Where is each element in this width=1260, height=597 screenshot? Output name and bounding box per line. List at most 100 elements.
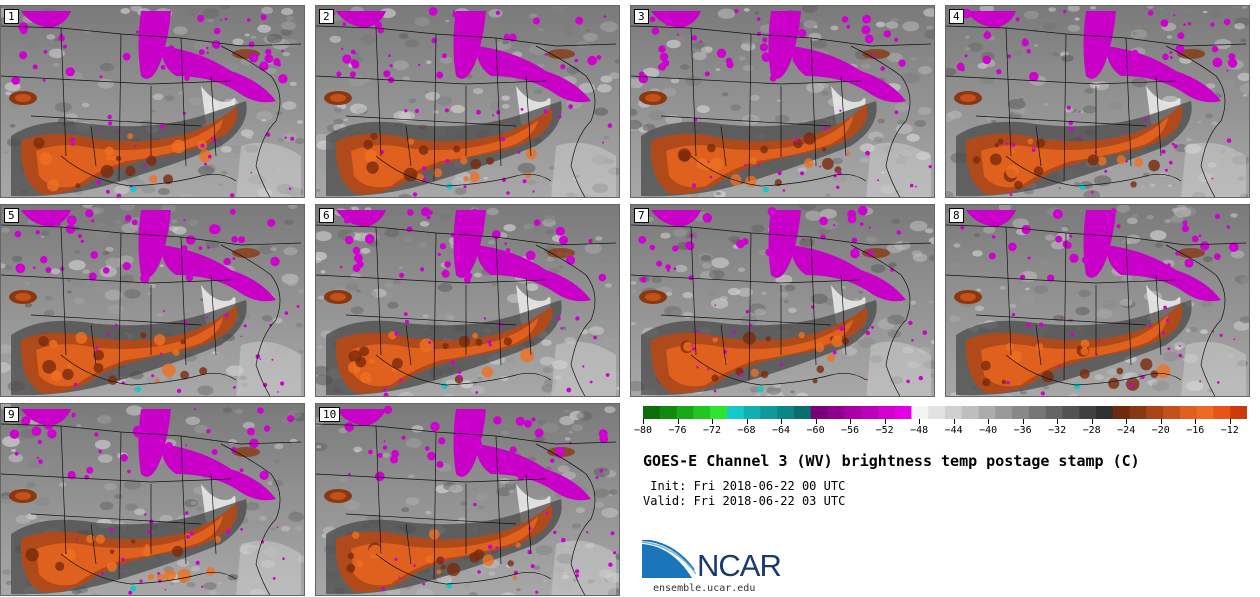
colorbar-tick-label: −72 [702,425,722,436]
panel-number-label: 7 [634,208,649,223]
panel-number-label: 3 [634,9,649,24]
colorbar-tick-label: −60 [806,425,825,436]
colorbar-swatch [659,406,678,419]
colorbar-swatch [1129,406,1147,419]
colorbar-tick [1229,419,1231,424]
colorbar-swatch [1213,406,1231,419]
panel-number-label: 4 [949,9,964,24]
colorbar-swatch [861,406,879,419]
colorbar-swatch [1028,406,1047,419]
colorbar-tick-label: −12 [1220,425,1239,436]
colorbar-tick [884,419,886,424]
colorbar-tick [953,419,955,424]
panel-number-label: 5 [4,208,19,223]
colorbar-swatch [928,406,946,419]
colorbar-tick [781,419,783,424]
colorbar-tick [746,419,748,424]
colorbar-swatch [743,406,761,419]
colorbar [643,406,1247,419]
colorbar-swatch [827,406,845,419]
colorbar-swatch [1079,406,1097,419]
colorbar-tick-label: −36 [1013,425,1032,436]
colorbar-tick-label: −68 [737,425,756,436]
colorbar-swatch [1196,406,1214,419]
colorbar-swatch [794,406,812,419]
colorbar-swatch [726,406,745,419]
colorbar-tick [919,419,921,424]
colorbar-tick [988,419,990,424]
colorbar-swatch [643,406,661,419]
colorbar-swatch [894,406,912,419]
colorbar-swatch [676,406,694,419]
map-panel-8: 8 [945,204,1250,397]
colorbar-swatch [978,406,996,419]
panel-number-label: 10 [319,407,341,422]
valid-time: Valid: Fri 2018-06-22 03 UTC [643,494,846,508]
colorbar-swatch [1112,406,1131,419]
map-panel-10: 10 [315,403,620,596]
colorbar-tick-label: −44 [944,425,963,436]
colorbar-tick-label: −80 [633,425,653,436]
colorbar-swatch [1230,406,1247,419]
colorbar-tick [712,419,714,424]
panel-number-label: 1 [4,9,19,24]
colorbar-swatch [777,406,795,419]
panel-number-label: 8 [949,208,964,223]
panel-number-label: 2 [319,9,334,24]
panel-number-label: 9 [4,407,19,422]
panel-number-label: 6 [319,208,334,223]
map-panel-3: 3 [630,5,935,198]
colorbar-tick-label: −76 [668,425,687,436]
colorbar-swatch [961,406,980,419]
colorbar-swatch [810,406,829,419]
colorbar-tick [815,419,817,424]
colorbar-tick-label: −52 [875,425,894,436]
ncar-logo-icon [642,540,697,578]
colorbar-swatch [1146,406,1164,419]
colorbar-tick [850,419,852,424]
map-panel-2: 2 [315,5,620,198]
colorbar-tick-label: −28 [1082,425,1101,436]
colorbar-swatch [1045,406,1063,419]
colorbar-tick-label: −48 [910,425,929,436]
colorbar-swatch [844,406,862,419]
colorbar-swatch [877,406,896,419]
map-panel-1: 1 [0,5,305,198]
colorbar-swatch [1012,406,1030,419]
colorbar-swatch [1163,406,1181,419]
colorbar-swatch [760,406,778,419]
colorbar-swatch [1096,406,1114,419]
colorbar-tick [1022,419,1024,424]
map-panel-6: 6 [315,204,620,397]
colorbar-tick-label: −16 [1186,425,1205,436]
colorbar-ticks: −80 −76 −72 −68 −64 −60 −56 −52 −48 −44 −40 −36 −32 −… [634,419,1247,439]
colorbar-swatch [710,406,728,419]
colorbar-tick-label: −20 [1151,425,1170,436]
colorbar-tick-label: −24 [1117,425,1136,436]
map-panel-7: 7 [630,204,935,397]
colorbar-swatch [911,406,929,419]
site-url: ensemble.ucar.edu [653,583,756,594]
colorbar-tick [1160,419,1162,424]
colorbar-swatch [945,406,963,419]
colorbar-tick-label: −40 [979,425,998,436]
colorbar-tick [643,419,644,424]
colorbar-tick [1126,419,1128,424]
colorbar-swatch [693,406,711,419]
init-time: Init: Fri 2018-06-22 00 UTC [643,479,846,493]
colorbar-tick [1195,419,1197,424]
map-panel-9: 9 [0,403,305,596]
colorbar-tick-label: −56 [841,425,860,436]
colorbar-tick-label: −64 [772,425,791,436]
figure-title: GOES-E Channel 3 (WV) brightness temp po… [643,452,1140,470]
colorbar-swatch [995,406,1013,419]
ncar-logo-text: NCAR [697,548,782,583]
colorbar-tick [677,419,679,424]
colorbar-swatch [1179,406,1198,419]
colorbar-tick [1091,419,1093,424]
map-panel-5: 5 [0,204,305,397]
colorbar-tick [1057,419,1059,424]
map-panel-4: 4 [945,5,1250,198]
colorbar-swatch [1062,406,1080,419]
colorbar-tick-label: −32 [1048,425,1067,436]
